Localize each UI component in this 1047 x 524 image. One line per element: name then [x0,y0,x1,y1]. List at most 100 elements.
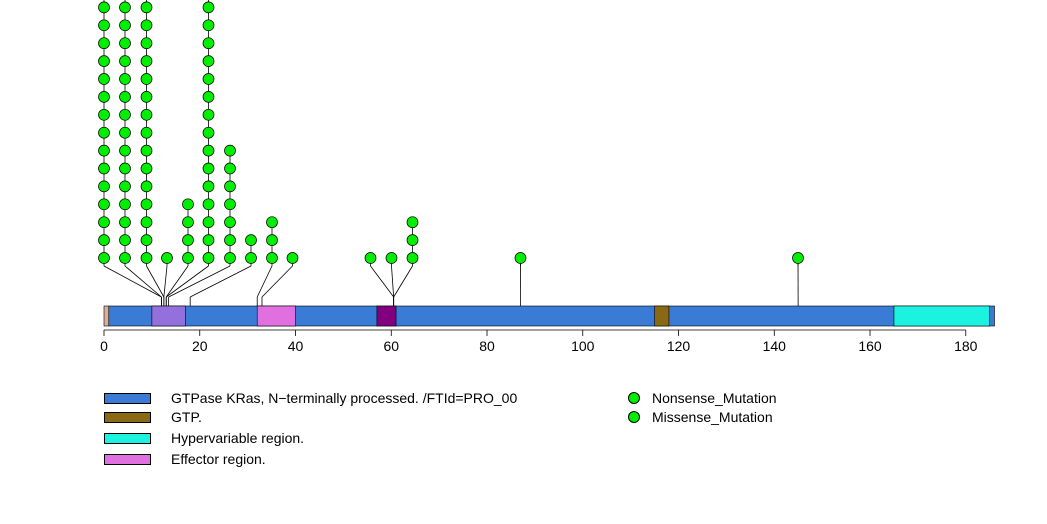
mutation-dot [119,234,131,246]
mutation-dot [202,126,215,139]
mutation-dot [98,19,110,32]
legend-item-mutation: Nonsense_Mutation [628,389,777,407]
legend-swatch [104,432,151,444]
mutation-dot [245,252,257,264]
mutation-dot [245,234,257,246]
protein-region [151,305,186,327]
mutation-dot [98,252,110,264]
mutation-dot [140,252,153,264]
legend-label: Missense_Mutation [652,409,773,425]
mutation-dot [119,252,131,264]
mutation-dot [202,1,215,14]
mutation-connector [261,265,293,298]
mutation-dot [182,216,194,229]
mutation-dot [202,108,215,121]
mutation-connector [391,265,395,298]
legend-dot [628,392,640,404]
mutation-dot [202,91,215,103]
legend-item-mutation: Missense_Mutation [628,408,773,426]
mutation-dots-layer [98,1,804,264]
mutation-dot [406,216,419,229]
mutation-dot [224,144,236,157]
mutation-dot [140,1,153,14]
mutation-dot [202,73,215,85]
mutation-dot [385,252,398,264]
legend-item-region: GTP. [104,408,202,426]
mutation-dot [140,234,153,246]
x-axis: 0 20 40 60 80 100 120 140 160 180 [100,329,978,354]
mutation-dot [202,144,215,157]
x-tick-label: 0 [100,338,108,354]
mutation-dot [98,198,110,211]
legend-label: Effector region. [171,451,266,467]
mutation-dot [182,252,194,264]
mutation-connector [103,265,162,298]
legend-item-region: GTPase KRas, N−terminally processed. /FT… [104,389,517,407]
mutation-dot [182,234,194,246]
x-tick-label: 100 [571,338,595,354]
x-tick-label: 20 [192,338,208,354]
mutation-connector [166,265,209,298]
x-tick-label: 120 [667,338,691,354]
mutation-dot [161,252,173,264]
legend-item-region: Hypervariable region. [104,429,304,447]
mutation-dot [224,162,236,175]
mutation-dot [119,73,131,85]
protein-region [654,305,670,327]
x-tick-label: 80 [479,338,495,354]
mutation-dot [98,37,110,50]
legend-label: GTPase KRas, N−terminally processed. /FT… [171,390,518,406]
mutation-dot [119,19,131,32]
mutation-dot [266,234,278,246]
mutation-dot [140,108,153,121]
mutation-connector [393,265,413,298]
mutation-dot [224,180,236,193]
x-tick-label: 40 [288,338,304,354]
mutation-dot [98,234,110,246]
mutation-connector [163,265,168,298]
protein-region [108,305,995,327]
legend-swatch [104,392,151,404]
mutation-dot [286,252,299,264]
mutation-dot [792,252,804,264]
legend-label: Nonsense_Mutation [652,390,777,406]
mutation-dot [224,216,236,229]
legend-label: Hypervariable region. [171,430,305,446]
mutation-connector [370,265,394,298]
protein-region [893,305,991,327]
mutation-connector [165,265,189,298]
mutation-dot [140,55,153,67]
mutation-dot [119,162,131,175]
mutation-dot [202,19,215,32]
mutation-dot [182,198,194,211]
protein-bar [103,305,995,327]
mutation-dot [514,252,527,264]
mutation-dot [202,252,215,264]
x-tick-label: 160 [858,338,882,354]
x-tick-label: 180 [954,338,978,354]
legend-item-region: Effector region. [104,450,266,468]
mutation-dot [224,252,236,264]
mutation-dot [119,180,131,193]
mutation-connector [146,265,165,298]
legend-label: GTP. [171,409,202,425]
mutation-dot [119,126,131,139]
legend-swatch [104,411,151,423]
mutation-dot [140,180,153,193]
mutation-dot [202,55,215,67]
mutation-dot [98,126,110,139]
mutation-dot [119,55,131,67]
mutation-dot [266,252,278,264]
mutation-dot [140,91,153,103]
x-tick-label: 140 [763,338,787,354]
legend-dot [628,411,640,423]
mutation-dot [140,73,153,85]
mutation-dot [266,216,278,229]
mutation-connector [168,265,231,298]
mutation-dot [202,162,215,175]
mutation-dot [140,144,153,157]
mutation-dot [202,180,215,193]
protein-start-segment [103,305,110,327]
mutation-dot [202,37,215,50]
